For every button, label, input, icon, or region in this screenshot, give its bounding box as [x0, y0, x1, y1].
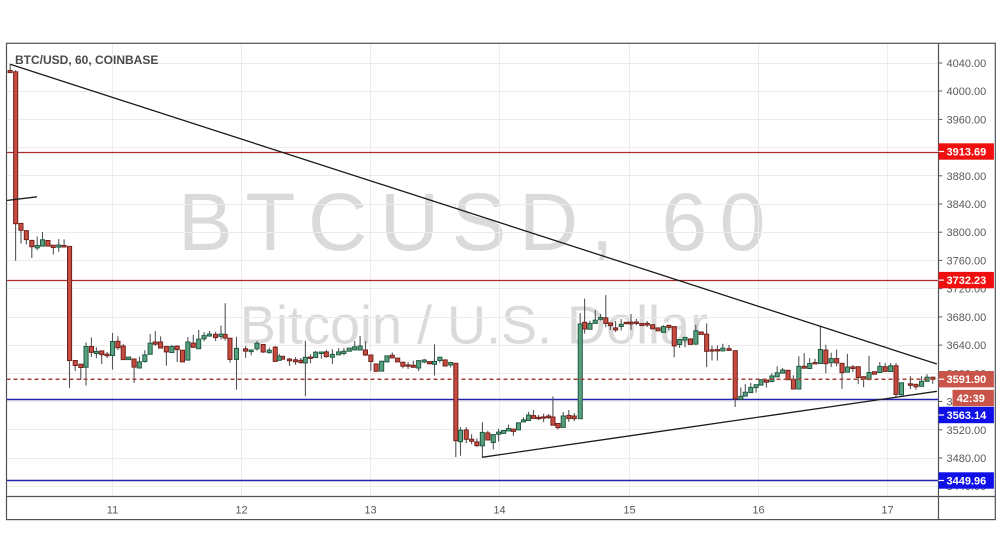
svg-text:16: 16 — [752, 505, 764, 517]
svg-text:14: 14 — [493, 505, 505, 517]
svg-text:11: 11 — [107, 505, 118, 517]
svg-text:17: 17 — [881, 505, 893, 517]
svg-text:15: 15 — [623, 505, 635, 517]
svg-text:3732.23: 3732.23 — [947, 275, 987, 287]
svg-text:42:39: 42:39 — [957, 393, 985, 405]
svg-text:3520.00: 3520.00 — [947, 425, 987, 437]
svg-text:BTCUSD, 60: BTCUSD, 60 — [178, 177, 778, 268]
svg-text:13: 13 — [364, 505, 376, 517]
svg-text:3960.00: 3960.00 — [947, 114, 987, 126]
svg-text:4040.00: 4040.00 — [947, 58, 987, 70]
svg-text:3449.96: 3449.96 — [947, 476, 987, 488]
svg-text:Bitcoin / U.S. Dollar: Bitcoin / U.S. Dollar — [240, 296, 708, 356]
svg-text:3480.00: 3480.00 — [947, 453, 987, 465]
svg-text:3563.14: 3563.14 — [947, 410, 988, 422]
svg-text:3640.00: 3640.00 — [947, 340, 987, 352]
svg-text:3760.00: 3760.00 — [947, 255, 987, 267]
svg-text:12: 12 — [235, 505, 247, 517]
svg-text:4000.00: 4000.00 — [947, 86, 987, 98]
svg-text:3913.69: 3913.69 — [947, 147, 987, 159]
svg-text:3800.00: 3800.00 — [947, 227, 987, 239]
svg-text:3591.90: 3591.90 — [947, 374, 987, 386]
svg-text:3840.00: 3840.00 — [947, 199, 987, 211]
svg-text:3680.00: 3680.00 — [947, 312, 987, 324]
svg-text:BTC/USD, 60, COINBASE: BTC/USD, 60, COINBASE — [15, 53, 158, 67]
svg-text:3880.00: 3880.00 — [947, 171, 987, 183]
